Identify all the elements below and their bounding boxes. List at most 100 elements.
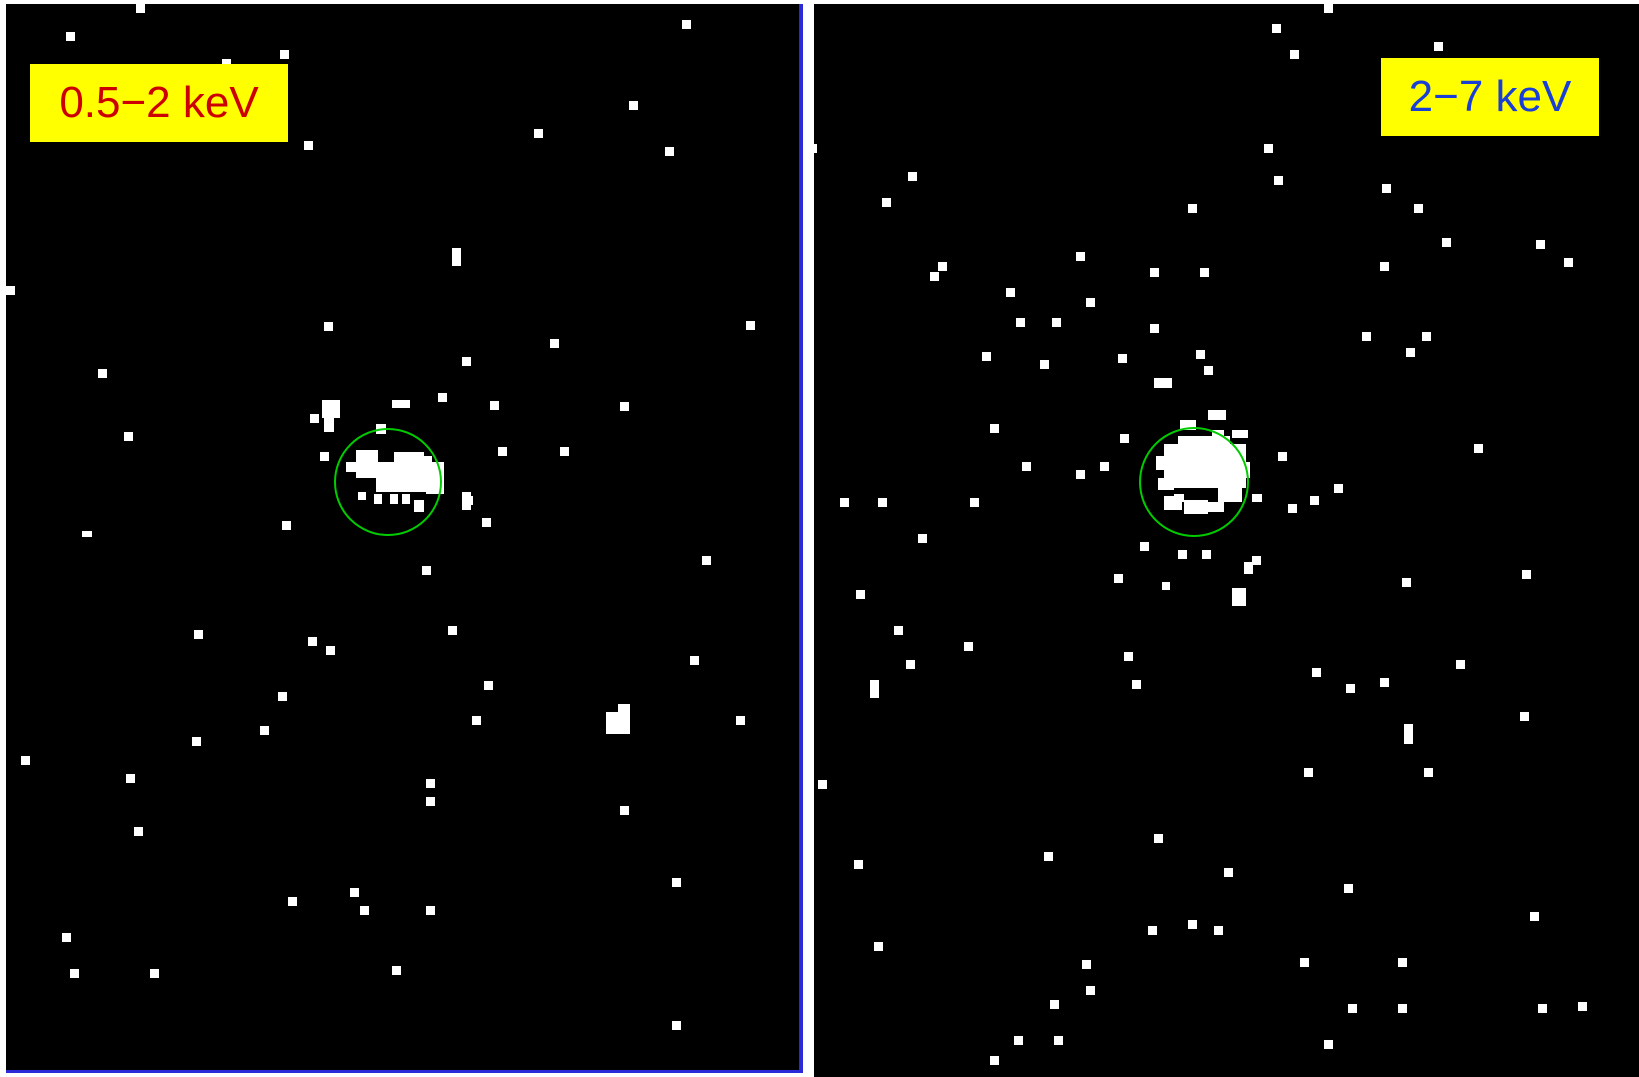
photon-count xyxy=(620,402,629,411)
source-counts xyxy=(606,712,630,734)
photon-count xyxy=(1312,668,1321,677)
photon-count xyxy=(1380,678,1389,687)
photon-count xyxy=(930,272,939,281)
photon-count xyxy=(746,321,755,330)
photon-count xyxy=(1348,1004,1357,1013)
photon-count xyxy=(320,452,329,461)
source-counts xyxy=(390,494,398,504)
photon-count xyxy=(1154,834,1163,843)
photon-count xyxy=(682,20,691,29)
photon-count xyxy=(1082,960,1091,969)
photon-count xyxy=(1442,238,1451,247)
photon-count xyxy=(874,942,883,951)
photon-count xyxy=(1076,470,1085,479)
photon-count xyxy=(360,906,369,915)
photon-count xyxy=(702,556,711,565)
photon-count xyxy=(1162,582,1170,590)
photon-count xyxy=(878,498,887,507)
photon-count xyxy=(1406,348,1415,357)
photon-count xyxy=(1014,1036,1023,1045)
photon-count xyxy=(1022,462,1031,471)
photon-count xyxy=(1324,4,1333,13)
photon-count xyxy=(134,827,143,836)
photon-count xyxy=(1414,204,1423,213)
photon-count xyxy=(1244,562,1253,574)
photon-count xyxy=(62,933,71,942)
photon-count xyxy=(1140,542,1149,551)
photon-count xyxy=(1300,958,1309,967)
photon-count xyxy=(1344,884,1353,893)
photon-count xyxy=(1054,1036,1063,1045)
photon-count xyxy=(66,32,75,41)
photon-count xyxy=(1132,680,1141,689)
photon-count xyxy=(1016,318,1025,327)
photon-count xyxy=(1044,852,1053,861)
photon-count xyxy=(426,797,435,806)
photon-count xyxy=(1404,724,1413,744)
photon-count xyxy=(918,534,927,543)
photon-count xyxy=(1456,660,1465,669)
photon-count xyxy=(1204,366,1213,375)
photon-count xyxy=(82,531,92,537)
source-counts xyxy=(1158,478,1174,490)
source-counts xyxy=(324,418,334,432)
photon-count xyxy=(392,966,401,975)
photon-count xyxy=(1086,298,1095,307)
photon-count xyxy=(1214,926,1223,935)
source-counts xyxy=(1164,444,1246,488)
photon-count xyxy=(464,496,473,505)
photon-count xyxy=(490,401,499,410)
photon-count xyxy=(136,4,145,13)
photon-count xyxy=(426,906,435,915)
photon-count xyxy=(150,969,159,978)
photon-count xyxy=(1188,204,1197,213)
photon-count xyxy=(1288,504,1297,513)
source-counts xyxy=(1232,430,1248,438)
photon-count xyxy=(1424,768,1433,777)
photon-count xyxy=(665,147,674,156)
photon-count xyxy=(21,756,30,765)
source-counts xyxy=(1180,420,1196,430)
photon-count xyxy=(304,141,313,150)
photon-count xyxy=(982,352,991,361)
source-counts xyxy=(392,400,410,408)
photon-count xyxy=(438,393,447,402)
photon-count xyxy=(620,806,629,815)
photon-count xyxy=(278,692,287,701)
photon-count xyxy=(1052,318,1061,327)
photon-count xyxy=(1148,926,1157,935)
photon-count xyxy=(1398,1004,1407,1013)
photon-count xyxy=(70,969,79,978)
photon-count xyxy=(1118,354,1127,363)
photon-count xyxy=(426,779,435,788)
source-counts xyxy=(426,474,444,494)
hard-band-counts-image xyxy=(814,4,1587,1065)
photon-count xyxy=(260,726,269,735)
photon-count xyxy=(1086,986,1095,995)
photon-count xyxy=(1278,452,1287,461)
source-counts xyxy=(374,494,382,504)
photon-count xyxy=(350,888,359,897)
photon-count xyxy=(560,447,569,456)
source-counts xyxy=(1178,436,1230,448)
photon-count xyxy=(964,642,973,651)
source-counts xyxy=(1174,494,1184,502)
photon-count xyxy=(1232,588,1246,606)
source-counts xyxy=(358,492,366,500)
energy-band-label-hard: 2−7 keV xyxy=(1381,58,1599,136)
energy-band-label-soft: 0.5−2 keV xyxy=(30,64,288,142)
photon-count xyxy=(938,262,947,271)
photon-count xyxy=(192,737,201,746)
photon-count xyxy=(1264,144,1273,153)
source-region-circle xyxy=(334,428,442,536)
photon-count xyxy=(1124,652,1133,661)
photon-count xyxy=(1224,868,1233,877)
photon-count xyxy=(1422,332,1431,341)
photon-count xyxy=(1114,574,1123,583)
source-counts xyxy=(1184,500,1208,514)
soft-band-counts-image xyxy=(6,4,755,1030)
source-counts xyxy=(1252,494,1262,502)
photon-count xyxy=(1040,360,1049,369)
photon-count xyxy=(1530,912,1539,921)
photon-count xyxy=(970,498,979,507)
